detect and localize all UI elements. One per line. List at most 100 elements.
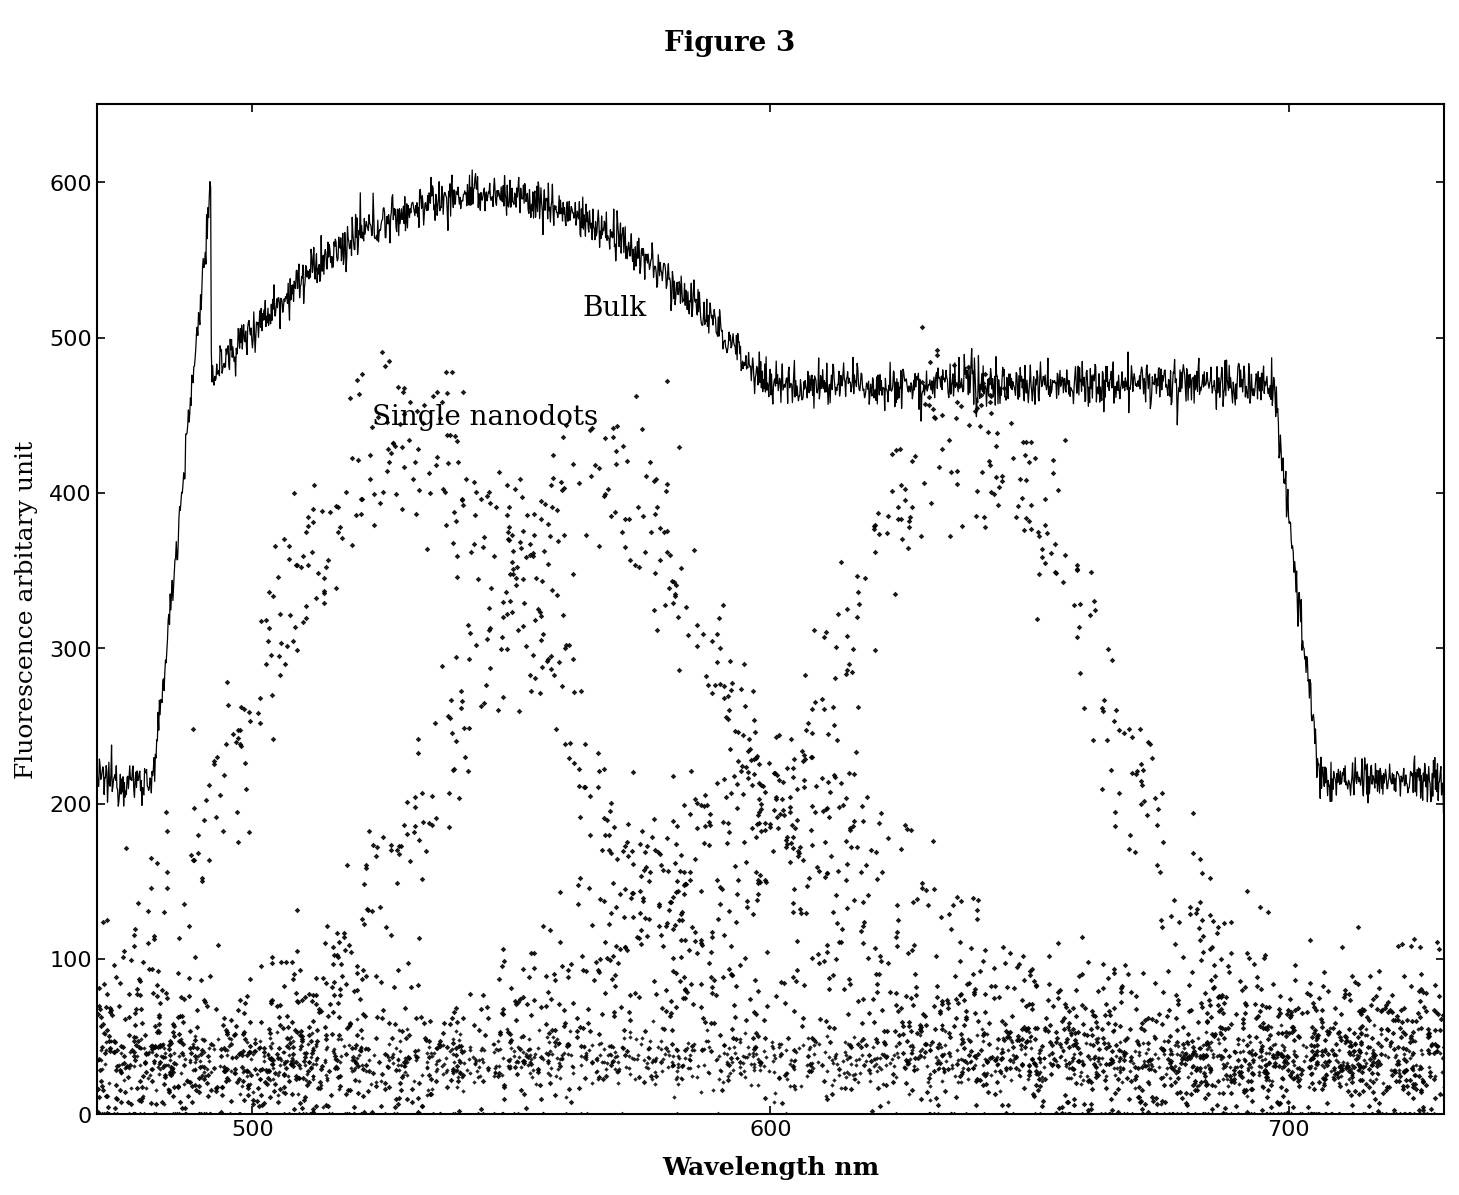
Point [1055,1056,1078,1076]
Point [1139,1010,1163,1029]
Point [1004,1059,1027,1078]
Point [1017,1065,1040,1084]
Point [327,1080,350,1099]
Point [1427,940,1450,960]
Point [320,1105,343,1124]
Point [314,1029,337,1048]
Point [483,1066,506,1085]
Point [101,1005,124,1024]
Point [233,993,257,1012]
Point [261,1050,285,1070]
Point [267,1086,290,1105]
Point [128,999,152,1018]
Point [1001,1053,1024,1072]
Point [1258,1070,1281,1089]
Point [781,816,804,835]
Point [184,1080,207,1099]
Point [1139,1087,1163,1107]
Point [387,1095,410,1114]
Point [1191,1036,1214,1055]
Point [767,1037,791,1056]
Point [870,863,893,882]
Point [1110,976,1134,995]
Point [1023,1029,1046,1048]
Point [521,544,544,563]
Point [875,507,899,526]
Point [1071,1055,1094,1074]
Point [1288,1070,1312,1089]
Point [118,985,142,1004]
Point [716,686,740,705]
Point [1275,1005,1299,1024]
Point [236,1078,260,1097]
Point [538,989,562,1009]
Point [664,1070,687,1089]
Point [884,1036,907,1055]
Point [643,1074,667,1093]
Point [649,1053,673,1072]
Point [1282,1021,1306,1040]
Point [665,871,689,890]
Point [268,666,292,685]
Point [800,699,823,718]
Point [725,1029,748,1048]
Point [1230,981,1253,1000]
Point [1068,663,1091,682]
Point [1008,470,1032,489]
Point [568,777,591,796]
Point [1174,1096,1198,1115]
Point [500,552,524,571]
Point [858,1046,881,1065]
Point [1358,1050,1382,1070]
Point [98,999,121,1018]
Point [978,1048,1001,1067]
Point [1196,1084,1220,1103]
Point [432,1013,455,1032]
Point [1399,976,1423,995]
Point [384,1015,407,1034]
Point [705,652,728,672]
Point [102,1043,125,1062]
Point [273,1066,296,1085]
Point [398,852,422,871]
Point [1430,1010,1453,1029]
Point [1354,1054,1377,1073]
Point [665,1067,689,1086]
Point [1065,629,1088,648]
Point [978,1013,1001,1032]
Point [905,1060,928,1079]
Point [989,1049,1013,1068]
Point [1287,998,1310,1017]
Point [238,712,261,731]
Point [757,817,781,836]
Point [184,1053,207,1072]
Point [178,1038,201,1058]
Point [268,952,292,972]
Point [144,1023,168,1042]
Point [983,976,1007,995]
Point [1087,1048,1110,1067]
Point [147,1023,171,1042]
Point [283,1021,306,1040]
Point [800,1061,823,1080]
Point [463,1049,486,1068]
Point [537,515,560,534]
Point [519,1055,543,1074]
Point [900,1022,924,1041]
Point [1221,1073,1245,1092]
Point [959,939,982,958]
Point [680,1041,703,1060]
Point [1174,1105,1198,1124]
Point [260,992,283,1011]
Point [123,937,146,956]
Point [535,651,559,670]
Point [928,1053,951,1072]
Point [673,796,696,815]
Point [1099,1105,1122,1124]
Point [105,1056,128,1076]
Point [193,1070,216,1089]
Point [1313,1040,1336,1059]
Point [222,1064,245,1083]
Point [384,485,407,504]
Point [865,1079,889,1098]
